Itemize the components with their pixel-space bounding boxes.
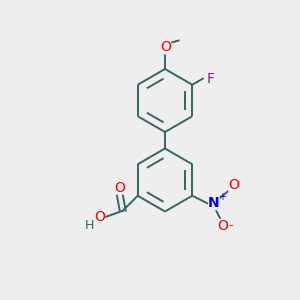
Text: N: N [208, 196, 220, 210]
Text: +: + [218, 192, 226, 202]
Text: F: F [206, 72, 214, 86]
Text: O: O [160, 40, 171, 54]
Text: -: - [228, 219, 233, 232]
Text: O: O [217, 219, 228, 233]
Text: O: O [114, 181, 125, 195]
Text: O: O [94, 210, 105, 224]
Text: H: H [85, 219, 94, 232]
Text: O: O [228, 178, 239, 192]
